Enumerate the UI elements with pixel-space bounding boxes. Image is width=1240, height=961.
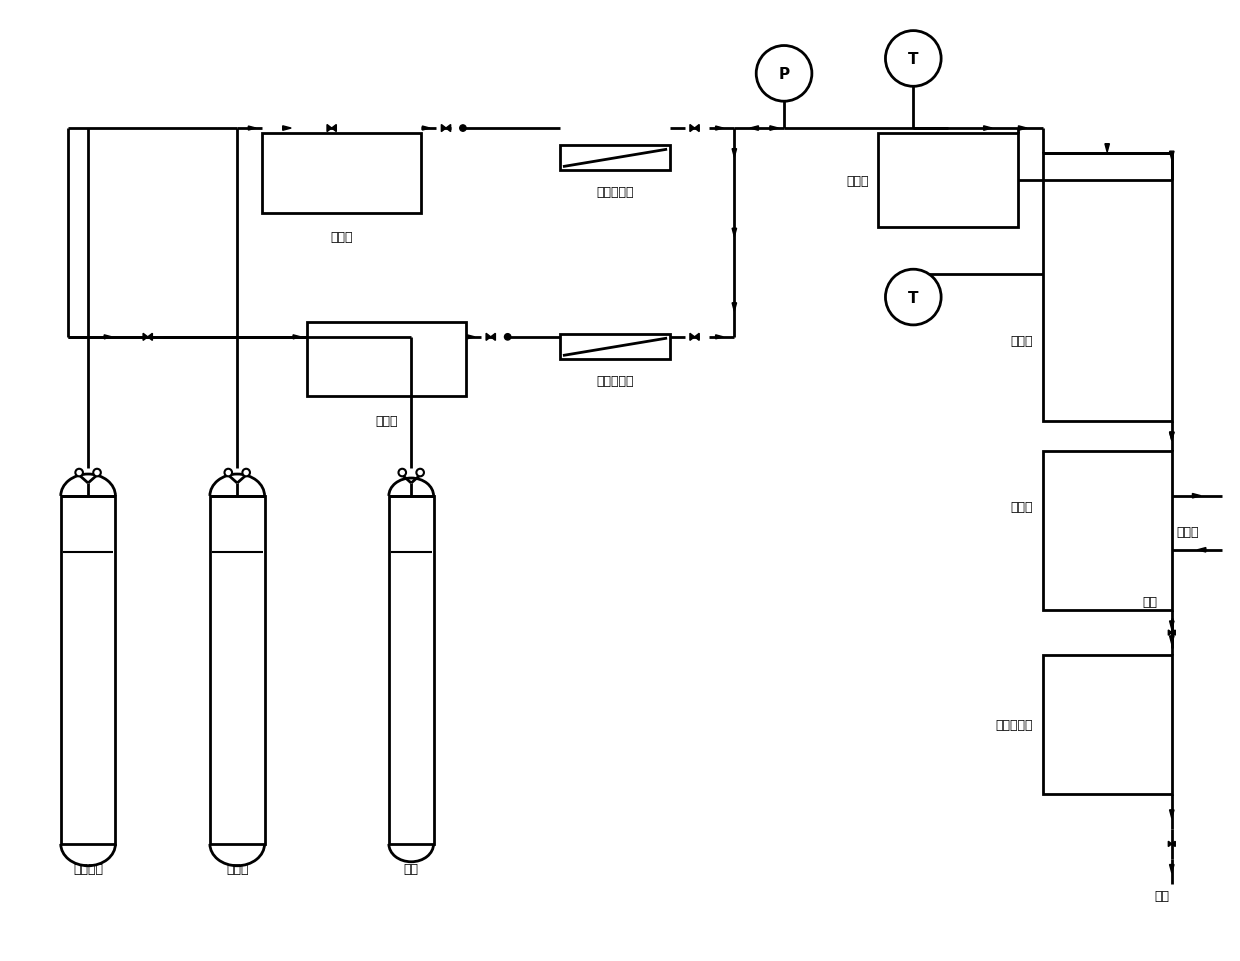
Text: T: T	[908, 290, 919, 306]
Bar	[560, 335, 670, 359]
Polygon shape	[732, 229, 737, 237]
Polygon shape	[1168, 630, 1172, 635]
Bar	[560, 146, 670, 171]
Polygon shape	[248, 127, 255, 131]
Polygon shape	[1169, 432, 1174, 441]
Bar	[1043, 452, 1172, 610]
Polygon shape	[423, 127, 430, 131]
Polygon shape	[694, 125, 699, 133]
Text: 冷却水: 冷却水	[1011, 501, 1033, 514]
Bar	[262, 134, 422, 213]
Text: T: T	[908, 52, 919, 67]
Polygon shape	[1018, 127, 1027, 131]
Text: 反应器: 反应器	[1011, 335, 1033, 348]
Bar	[389, 497, 434, 844]
Circle shape	[417, 469, 424, 477]
Polygon shape	[491, 333, 496, 341]
Circle shape	[885, 32, 941, 87]
Circle shape	[885, 270, 941, 326]
Polygon shape	[104, 335, 112, 339]
Circle shape	[460, 126, 466, 132]
Polygon shape	[1193, 494, 1200, 499]
Polygon shape	[446, 125, 450, 133]
Text: 喷雾器: 喷雾器	[330, 232, 353, 244]
Polygon shape	[148, 333, 153, 341]
Text: 尾气: 尾气	[1142, 595, 1157, 608]
Circle shape	[242, 469, 250, 477]
Bar	[210, 497, 264, 844]
Circle shape	[93, 469, 100, 477]
Text: 氯气: 氯气	[404, 862, 419, 875]
Bar	[878, 134, 1018, 228]
Circle shape	[505, 334, 511, 340]
Text: 喷雾器: 喷雾器	[376, 415, 398, 428]
Polygon shape	[327, 125, 331, 133]
Polygon shape	[441, 125, 446, 133]
Circle shape	[224, 469, 232, 477]
Polygon shape	[694, 333, 699, 341]
Text: 转子流量计: 转子流量计	[596, 186, 634, 199]
Polygon shape	[283, 127, 291, 131]
Polygon shape	[486, 333, 491, 341]
Polygon shape	[1105, 144, 1110, 153]
Text: 加热器: 加热器	[846, 175, 868, 187]
Bar	[61, 497, 115, 844]
Circle shape	[756, 46, 812, 102]
Circle shape	[398, 469, 405, 477]
Polygon shape	[732, 150, 737, 158]
Text: P: P	[779, 67, 790, 82]
Polygon shape	[467, 335, 475, 339]
Polygon shape	[770, 127, 779, 131]
Polygon shape	[689, 125, 694, 133]
Polygon shape	[1169, 636, 1174, 645]
Polygon shape	[715, 335, 723, 339]
Polygon shape	[1172, 630, 1176, 635]
Polygon shape	[293, 335, 300, 339]
Polygon shape	[143, 333, 148, 341]
Circle shape	[76, 469, 83, 477]
Bar	[306, 323, 466, 397]
Polygon shape	[331, 125, 336, 133]
Bar	[1043, 154, 1172, 422]
Bar	[1043, 655, 1172, 795]
Polygon shape	[1198, 548, 1205, 553]
Polygon shape	[1169, 621, 1174, 629]
Text: 甲譛醇: 甲譛醇	[226, 862, 248, 875]
Polygon shape	[983, 127, 992, 131]
Polygon shape	[1169, 152, 1174, 160]
Text: 冷却水: 冷却水	[1177, 526, 1199, 538]
Polygon shape	[689, 333, 694, 341]
Text: 分离捕集器: 分离捕集器	[996, 718, 1033, 731]
Polygon shape	[1169, 432, 1174, 441]
Text: 环氧乙烷: 环氧乙烷	[73, 862, 103, 875]
Text: 产物: 产物	[1154, 889, 1169, 901]
Text: 转子流量计: 转子流量计	[596, 375, 634, 387]
Polygon shape	[1169, 810, 1174, 819]
Polygon shape	[732, 304, 737, 312]
Polygon shape	[1168, 842, 1172, 847]
Polygon shape	[1172, 842, 1176, 847]
Polygon shape	[715, 127, 723, 131]
Polygon shape	[750, 127, 759, 131]
Polygon shape	[1169, 865, 1174, 873]
